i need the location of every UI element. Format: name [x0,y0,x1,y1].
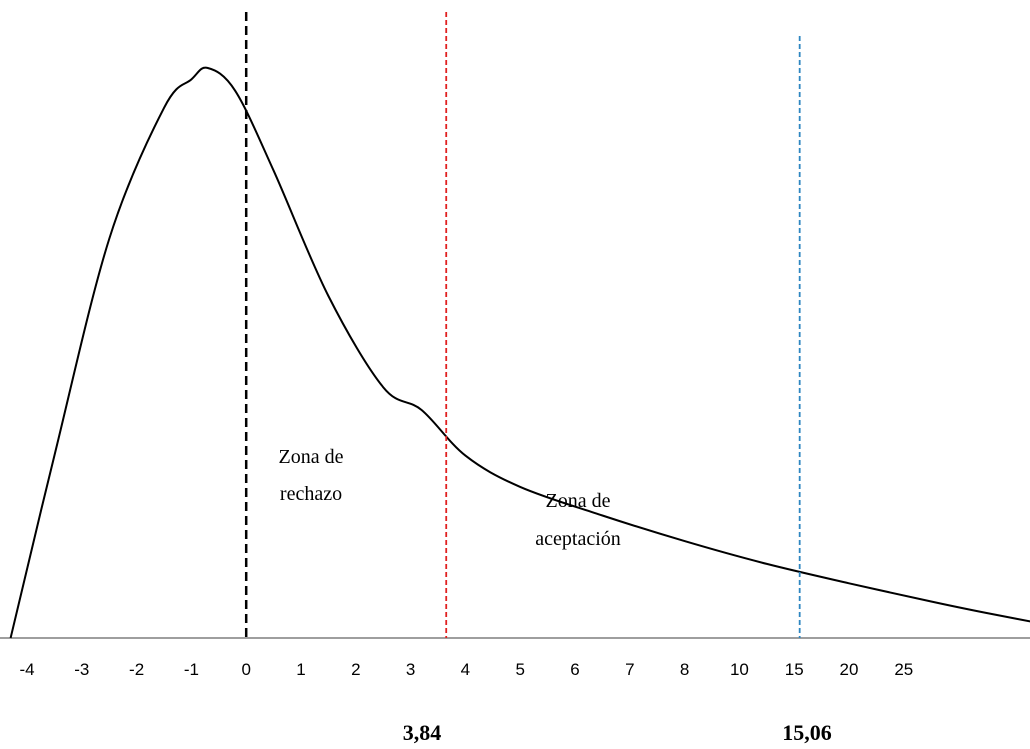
zone-rechazo-label-line2: rechazo [280,483,342,505]
x-tick-label: -3 [74,660,89,679]
x-tick-label: 15 [785,660,804,679]
critical-value-15-06-label: 15,06 [782,720,832,745]
zone-aceptacion-label-line2: aceptación [535,528,621,550]
x-tick-label: 0 [241,660,250,679]
x-tick-label: 3 [406,660,415,679]
zone-aceptacion-label-line1: Zona de [546,490,611,512]
x-tick-label: 5 [515,660,524,679]
x-tick-label: -4 [19,660,34,679]
distribution-curve [9,66,1030,639]
x-tick-label: 8 [680,660,689,679]
x-tick-label: 6 [570,660,579,679]
x-tick-label: 2 [351,660,360,679]
x-tick-label: 1 [296,660,305,679]
x-tick-label: 4 [461,660,470,679]
zone-rechazo-label-line1: Zona de [279,446,344,468]
critical-value-3-84-label: 3,84 [403,720,442,745]
x-tick-label: 7 [625,660,634,679]
x-tick-label: 10 [730,660,749,679]
x-tick-label: 20 [840,660,859,679]
x-tick-label: -1 [184,660,199,679]
x-tick-label: 25 [894,660,913,679]
x-tick-label: -2 [129,660,144,679]
